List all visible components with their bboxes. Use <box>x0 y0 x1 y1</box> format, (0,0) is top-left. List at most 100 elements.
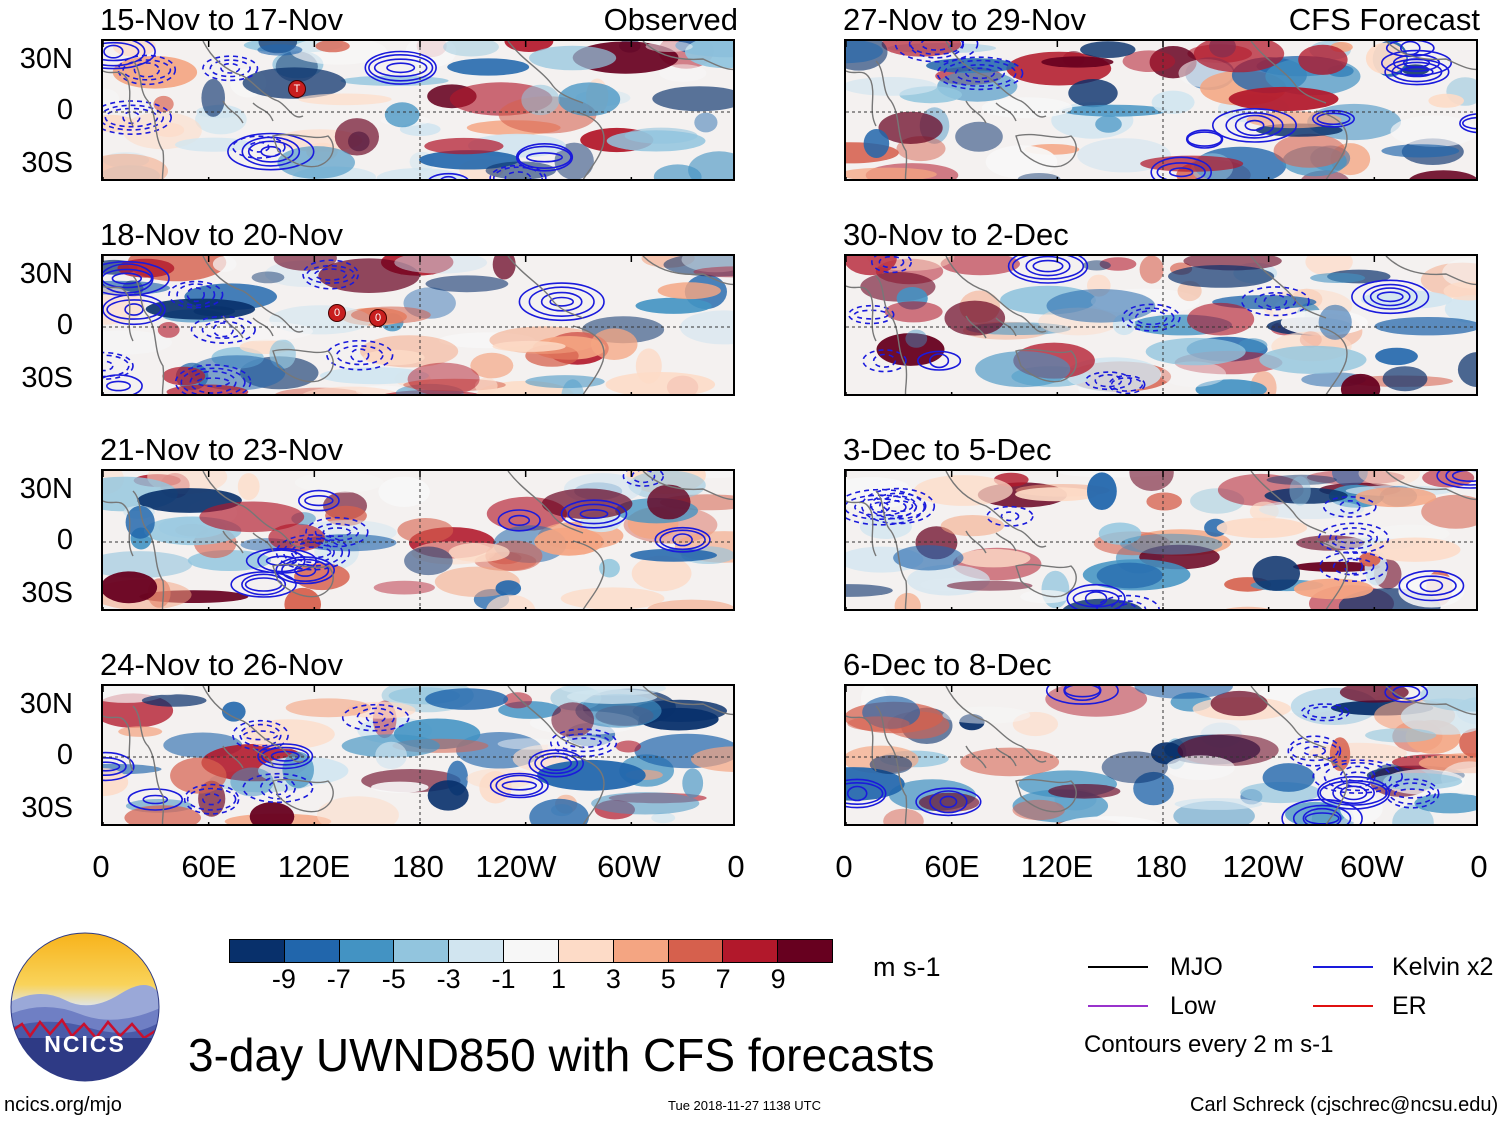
wind-anomaly-shade <box>878 111 943 144</box>
coastline <box>132 60 165 179</box>
coastline <box>222 530 274 554</box>
kelvin-contour <box>227 132 315 171</box>
kelvin-contour <box>1244 119 1265 131</box>
wind-anomaly-shade <box>529 798 589 824</box>
wind-anomaly-shade <box>1318 304 1352 340</box>
kelvin-contour <box>1186 131 1223 147</box>
wind-anomaly-shade <box>112 56 198 89</box>
kelvin-contour <box>1211 108 1297 143</box>
kelvin-contour <box>871 256 912 274</box>
wind-anomaly-shade <box>404 546 453 576</box>
kelvin-contour <box>1011 256 1085 280</box>
wind-anomaly-shade <box>1381 144 1460 158</box>
wind-anomaly-shade <box>681 256 733 273</box>
map-panel-left-4 <box>101 684 735 826</box>
kelvin-contour <box>936 56 1024 91</box>
wind-anomaly-shade <box>1365 728 1437 743</box>
wind-anomaly-shade <box>397 518 454 543</box>
wind-anomaly-shade <box>175 137 253 152</box>
wind-anomaly-shade <box>884 301 943 323</box>
kelvin-contour <box>1329 527 1379 550</box>
kelvin-contour <box>846 778 887 809</box>
kelvin-contour <box>373 58 428 78</box>
map-field <box>846 686 1476 824</box>
kelvin-contour <box>133 62 160 78</box>
wind-anomaly-shade <box>631 555 692 592</box>
kelvin-contour <box>117 54 177 86</box>
panel-title-right-3: 3-Dec to 5-Dec <box>843 432 1052 467</box>
map-field <box>846 256 1476 394</box>
kelvin-contour <box>103 104 164 131</box>
kelvin-contour <box>493 166 543 179</box>
wind-anomaly-shade <box>859 514 912 539</box>
legend-label-er: ER <box>1392 992 1427 1020</box>
kelvin-contour <box>1344 558 1364 575</box>
wind-anomaly-shade <box>373 580 435 595</box>
kelvin-contour <box>232 135 286 159</box>
kelvin-contour <box>1287 735 1342 767</box>
kelvin-contour <box>314 268 348 281</box>
coastline <box>1315 110 1348 179</box>
wind-anomaly-shade <box>302 386 400 394</box>
kelvin-contour <box>350 348 370 363</box>
legend-line-mjo <box>1088 966 1148 968</box>
lon-label-0: 0 <box>92 849 110 884</box>
wind-anomaly-shade <box>1293 561 1381 572</box>
kelvin-contour <box>186 286 206 303</box>
wind-anomaly-shade <box>1174 798 1263 810</box>
wind-anomaly-shade <box>1228 86 1339 112</box>
kelvin-contour <box>1351 279 1430 315</box>
wind-anomaly-shade <box>1041 56 1114 68</box>
kelvin-contour <box>428 172 469 179</box>
coastline <box>642 41 733 71</box>
lat-label-30n: 30N <box>19 43 73 75</box>
kelvin-contour <box>1096 594 1160 609</box>
kelvin-contour <box>257 743 314 770</box>
wind-anomaly-shade <box>475 377 498 394</box>
kelvin-contour <box>567 503 621 525</box>
coastline <box>1250 256 1327 319</box>
coastline <box>222 315 274 339</box>
lon-label-0: 0 <box>1470 849 1488 884</box>
kelvin-contour <box>202 792 222 806</box>
kelvin-contour <box>440 175 457 179</box>
kelvin-contour <box>314 522 360 542</box>
kelvin-contour <box>1156 162 1206 179</box>
lat-label-30s: 30S <box>21 147 73 179</box>
wind-anomaly-shade <box>1095 115 1122 133</box>
wind-anomaly-shade <box>103 571 158 604</box>
wind-anomaly-shade <box>645 41 693 52</box>
kelvin-contour <box>241 573 287 596</box>
lat-label-30n: 30N <box>19 258 73 290</box>
wind-anomaly-shade <box>1193 41 1285 73</box>
footer-url[interactable]: ncics.org/mjo <box>4 1094 122 1116</box>
kelvin-contour <box>1304 812 1340 824</box>
kelvin-contour <box>1311 109 1355 128</box>
wind-anomaly-shade <box>846 256 897 276</box>
wind-anomaly-shade <box>1382 366 1428 392</box>
kelvin-contour <box>1392 53 1441 72</box>
kelvin-contour <box>497 509 541 532</box>
wind-anomaly-shade <box>394 256 488 274</box>
wind-anomaly-shade <box>284 587 321 609</box>
kelvin-contour <box>103 100 172 135</box>
map-field <box>846 41 1476 179</box>
kelvin-contour <box>297 489 340 512</box>
kelvin-contour <box>239 723 282 747</box>
kelvin-contour <box>517 145 572 170</box>
wind-anomaly-shade <box>485 161 556 179</box>
coastline <box>1315 325 1348 394</box>
wind-anomaly-shade <box>1187 302 1255 336</box>
wind-anomaly-shade <box>1457 352 1476 388</box>
wind-anomaly-shade <box>1059 816 1161 824</box>
kelvin-contour <box>1169 167 1194 178</box>
wind-anomaly-shade <box>1134 686 1233 699</box>
kelvin-contour <box>943 59 1017 87</box>
kelvin-contour <box>1332 557 1375 576</box>
kelvin-contour <box>1108 374 1146 394</box>
kelvin-contour <box>305 516 369 548</box>
coastline <box>103 715 134 772</box>
wind-anomaly-shade <box>122 112 202 150</box>
wind-anomaly-shade <box>1420 686 1476 712</box>
wind-anomaly-shade <box>1375 347 1418 366</box>
